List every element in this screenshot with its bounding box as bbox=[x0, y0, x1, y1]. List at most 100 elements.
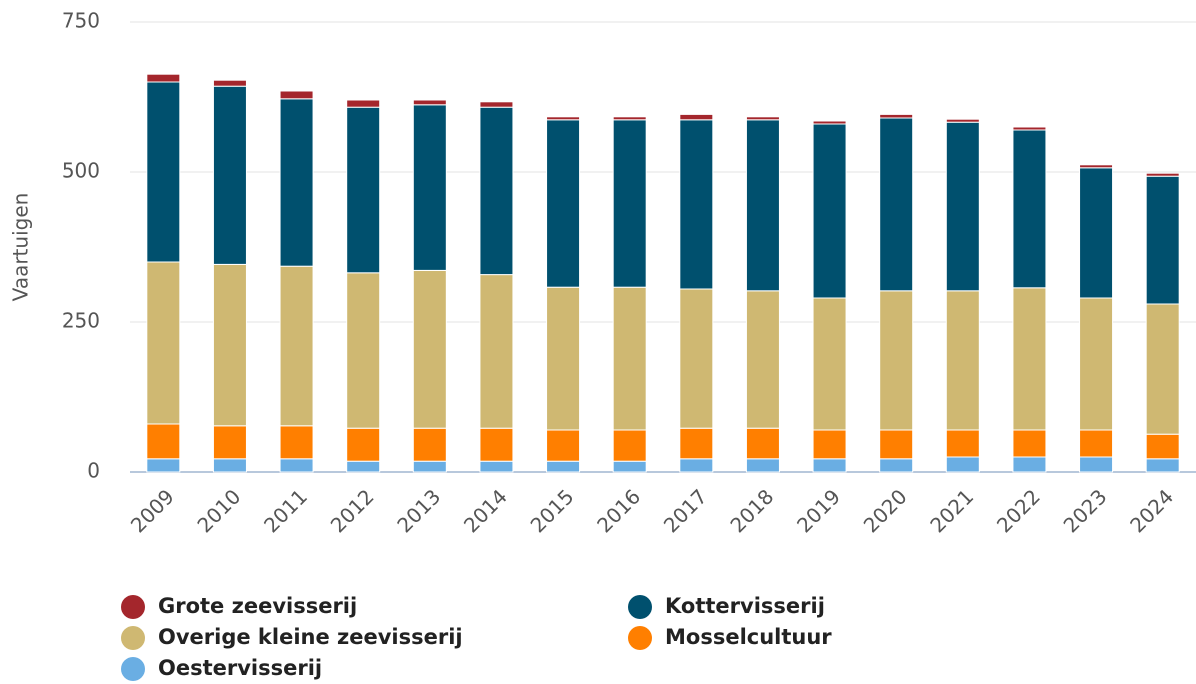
bar-segment bbox=[812, 120, 847, 125]
bar-segment bbox=[479, 106, 514, 276]
bar-segment bbox=[346, 460, 381, 473]
legend-label: Oestervisserij bbox=[158, 656, 322, 680]
bar-segment bbox=[612, 286, 647, 431]
bar-segment bbox=[1012, 429, 1047, 458]
bar-segment bbox=[945, 118, 980, 123]
x-tick-label: 2020 bbox=[859, 484, 912, 537]
bar-segment bbox=[1079, 429, 1114, 458]
bar-segment bbox=[812, 123, 847, 299]
bar-segment bbox=[879, 113, 914, 119]
bar-segment bbox=[479, 460, 514, 473]
bar-segment bbox=[745, 116, 780, 121]
bar-segment bbox=[212, 263, 247, 427]
bar-segment bbox=[812, 458, 847, 473]
bar-segment bbox=[412, 460, 447, 473]
bar-segment bbox=[412, 99, 447, 106]
bar-segment bbox=[412, 104, 447, 271]
x-tick-label: 2016 bbox=[592, 484, 645, 537]
bar-segment bbox=[346, 106, 381, 274]
bar-segment bbox=[945, 121, 980, 292]
y-tick-label: 250 bbox=[62, 309, 100, 333]
bar-segment bbox=[146, 73, 181, 83]
x-tick-label: 2013 bbox=[392, 484, 445, 537]
bar-segment bbox=[1012, 456, 1047, 473]
bar-segment bbox=[879, 429, 914, 460]
bar-segment bbox=[945, 429, 980, 458]
x-tick-label: 2022 bbox=[992, 484, 1045, 537]
legend-label: Kottervisserij bbox=[665, 594, 825, 618]
x-tick-label: 2023 bbox=[1059, 484, 1112, 537]
bar-segment bbox=[146, 423, 181, 460]
legend-label: Overige kleine zeevisserij bbox=[158, 625, 463, 649]
x-tick-label: 2017 bbox=[659, 484, 712, 537]
bar-segment bbox=[479, 274, 514, 429]
bar-segment bbox=[879, 458, 914, 473]
bar-segment bbox=[679, 119, 714, 290]
bar-segment bbox=[346, 99, 381, 108]
bar-segment bbox=[1145, 433, 1180, 460]
bar-segment bbox=[279, 425, 314, 460]
bar-segment bbox=[146, 261, 181, 425]
bar-segment bbox=[1012, 287, 1047, 431]
bar-segment bbox=[679, 458, 714, 473]
bar-segment bbox=[812, 297, 847, 431]
bar-segment bbox=[279, 265, 314, 427]
y-tick-label: 0 bbox=[87, 459, 100, 483]
legend-swatch bbox=[628, 626, 652, 650]
bar-segment bbox=[1145, 458, 1180, 473]
x-tick-label: 2011 bbox=[259, 484, 312, 537]
legend-swatch bbox=[121, 626, 145, 650]
legend-swatch bbox=[628, 595, 652, 619]
x-tick-label: 2019 bbox=[792, 484, 845, 537]
bar-segment bbox=[1012, 129, 1047, 289]
bar-segment bbox=[146, 458, 181, 473]
bar-segment bbox=[1079, 164, 1114, 169]
bar-segment bbox=[745, 290, 780, 429]
bar-segment bbox=[612, 460, 647, 473]
x-tick-label: 2009 bbox=[126, 484, 179, 537]
bar-segment bbox=[212, 425, 247, 460]
bar-segment bbox=[212, 85, 247, 265]
y-tick-label: 750 bbox=[62, 9, 100, 33]
bar-segment bbox=[546, 429, 581, 462]
legend-label: Grote zeevisserij bbox=[158, 594, 357, 618]
bar-segment bbox=[546, 460, 581, 473]
bar-segment bbox=[612, 116, 647, 121]
bar-segment bbox=[146, 81, 181, 263]
bar-segment bbox=[346, 427, 381, 462]
bar-segment bbox=[745, 458, 780, 473]
bar-segment bbox=[1145, 175, 1180, 305]
x-tick-label: 2021 bbox=[925, 484, 978, 537]
bar-segment bbox=[679, 113, 714, 121]
bar-segment bbox=[412, 427, 447, 462]
bar-segment bbox=[745, 427, 780, 460]
legend-swatch bbox=[121, 595, 145, 619]
legend-label: Mosselcultuur bbox=[665, 625, 832, 649]
x-tick-label: 2024 bbox=[1125, 484, 1178, 537]
bar-segment bbox=[546, 119, 581, 288]
bar-segment bbox=[1012, 126, 1047, 131]
y-tick-label: 500 bbox=[62, 159, 100, 183]
bar-segment bbox=[346, 272, 381, 429]
x-tick-label: 2012 bbox=[326, 484, 379, 537]
bar-segment bbox=[1145, 303, 1180, 435]
bar-segment bbox=[945, 456, 980, 473]
bar-segment bbox=[1079, 167, 1114, 299]
y-axis-title: Vaartuigen bbox=[9, 193, 33, 302]
bar-segment bbox=[612, 119, 647, 288]
bar-segment bbox=[546, 116, 581, 121]
bar-segment bbox=[679, 288, 714, 429]
bar-segment bbox=[479, 101, 514, 108]
bar-segment bbox=[279, 98, 314, 267]
x-tick-label: 2018 bbox=[725, 484, 778, 537]
bar-segment bbox=[279, 458, 314, 473]
bar-segment bbox=[679, 427, 714, 460]
bar-segment bbox=[212, 458, 247, 473]
bar-segment bbox=[745, 119, 780, 292]
bar-segment bbox=[1079, 297, 1114, 431]
x-tick-label: 2015 bbox=[526, 484, 579, 537]
bar-segment bbox=[879, 290, 914, 431]
x-tick-label: 2010 bbox=[192, 484, 245, 537]
bar-segment bbox=[612, 429, 647, 462]
